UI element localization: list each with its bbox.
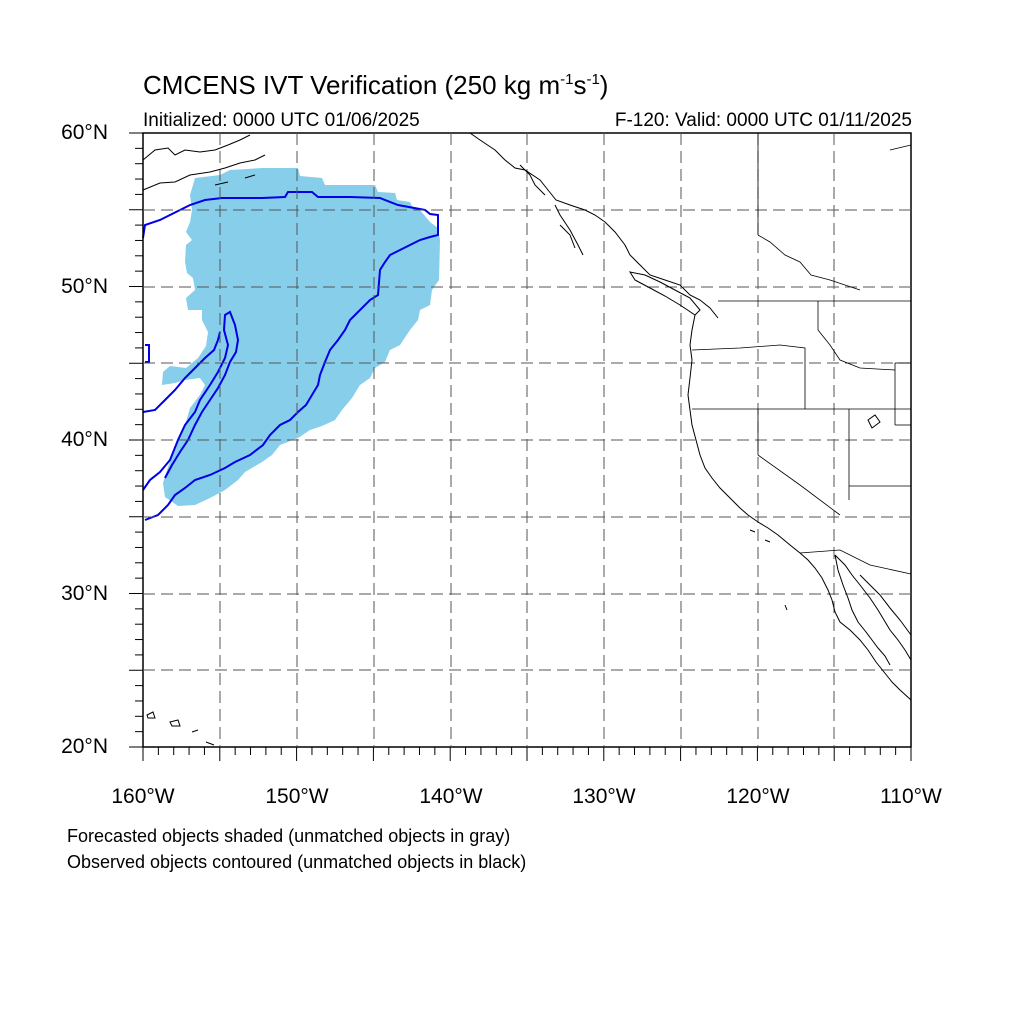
valid-time: F-120: Valid: 0000 UTC 01/11/2025 <box>614 110 912 131</box>
lat-gridlines <box>143 209 911 671</box>
lat-label-30: 30°N <box>61 582 108 605</box>
forecast-object <box>162 168 440 506</box>
map-title: CMCENS IVT Verification (250 kg m-1s-1) <box>143 70 609 100</box>
political-boundaries <box>691 133 912 575</box>
minor-ticks <box>129 132 912 761</box>
lon-label-150w: 150°W <box>265 785 329 808</box>
lat-label-40: 40°N <box>61 428 108 451</box>
lat-label-60: 60°N <box>61 121 108 144</box>
observed-note: Observed objects contoured (unmatched ob… <box>67 852 527 872</box>
lon-label-160w: 160°W <box>111 785 175 808</box>
observed-contours <box>142 191 439 521</box>
coastlines <box>142 132 912 746</box>
lon-label-110w: 110°W <box>880 785 942 808</box>
lat-label-20: 20°N <box>61 735 108 758</box>
initialized-time: Initialized: 0000 UTC 01/06/2025 <box>143 110 420 131</box>
lon-label-130w: 130°W <box>572 785 636 808</box>
lon-label-120w: 120°W <box>726 785 790 808</box>
lon-label-140w: 140°W <box>419 785 483 808</box>
forecast-note: Forecasted objects shaded (unmatched obj… <box>67 826 511 846</box>
lat-label-50: 50°N <box>61 275 108 298</box>
